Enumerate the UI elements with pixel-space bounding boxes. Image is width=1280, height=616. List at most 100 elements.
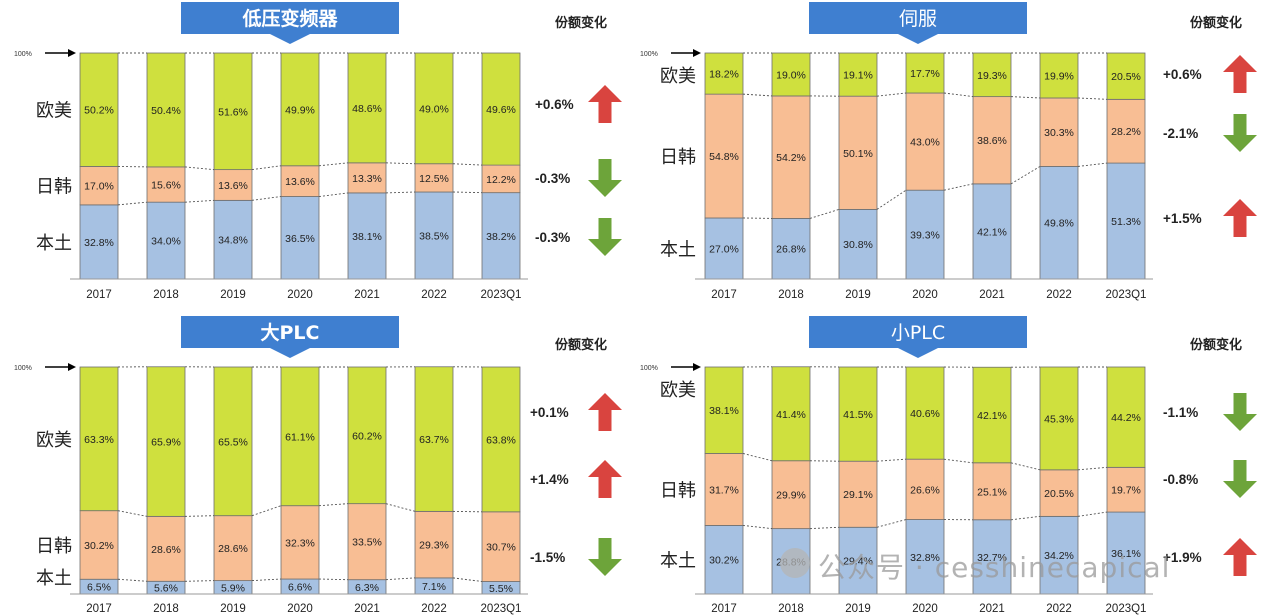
connector-line: [318, 578, 349, 581]
bar-segment-japan-korea: [347, 162, 387, 194]
data-label-domestic: 49.8%: [1044, 218, 1074, 230]
data-label-japan-korea: 19.7%: [1111, 485, 1141, 497]
bar-segment-europe-us: [771, 52, 811, 97]
connector-line: [385, 191, 416, 194]
connector-line: [809, 526, 840, 530]
connector-line: [943, 458, 974, 464]
data-label-europe-us: 19.0%: [776, 69, 806, 81]
x-tick-label: 2018: [778, 289, 804, 301]
data-label-europe-us: 18.2%: [709, 69, 739, 81]
data-label-europe-us: 50.4%: [151, 105, 181, 117]
arrow-up-icon: [1223, 55, 1257, 93]
share-change-value: +0.1%: [530, 405, 569, 420]
data-label-domestic: 6.3%: [355, 582, 379, 594]
share-change-value: +0.6%: [1163, 67, 1202, 82]
bar-segment-europe-us: [347, 366, 387, 505]
bar-segment-japan-korea: [972, 462, 1012, 521]
data-label-europe-us: 41.4%: [776, 409, 806, 421]
bar-segment-japan-korea: [481, 511, 521, 582]
data-label-europe-us: 38.1%: [709, 405, 739, 417]
data-label-domestic: 32.8%: [910, 552, 940, 564]
data-label-japan-korea: 30.7%: [486, 542, 516, 554]
chart-title: 低压变频器: [241, 7, 338, 30]
data-label-japan-korea: 17.0%: [84, 181, 114, 193]
connector-line: [184, 199, 215, 203]
series-label-japan-korea: 日韩: [36, 177, 72, 198]
watermark-text: 公众号 · cesshinecapical: [818, 551, 1171, 584]
arrow-down-icon: [588, 538, 622, 576]
hundred-percent-label: 100%: [14, 51, 32, 58]
data-label-domestic: 26.8%: [776, 244, 806, 256]
connector-line: [809, 208, 840, 219]
connector-line: [452, 163, 483, 166]
bar-segment-domestic: [905, 189, 945, 280]
connector-line: [184, 166, 215, 171]
bar-segment-europe-us: [905, 366, 945, 460]
data-label-europe-us: 19.9%: [1044, 70, 1074, 82]
bar-segment-domestic: [1039, 166, 1079, 280]
watermark: 公众号 · cesshinecapical: [780, 546, 1250, 586]
data-label-japan-korea: 12.5%: [419, 173, 449, 185]
hundred-percent-label: 100%: [640, 51, 658, 58]
bar-segment-europe-us: [838, 52, 878, 97]
bar-segment-europe-us: [481, 52, 521, 166]
series-label-domestic: 本土: [660, 239, 696, 260]
data-label-europe-us: 40.6%: [910, 408, 940, 420]
data-label-domestic: 38.1%: [352, 231, 382, 243]
data-label-japan-korea: 12.2%: [486, 174, 516, 186]
connector-line: [385, 577, 416, 581]
series-label-domestic: 本土: [36, 568, 72, 589]
data-label-domestic: 36.1%: [1111, 548, 1141, 560]
share-change-value: -1.1%: [1163, 405, 1198, 420]
bar-segment-europe-us: [704, 366, 744, 454]
data-label-domestic: 6.6%: [288, 582, 312, 594]
bar-segment-europe-us: [838, 366, 878, 462]
bar-segment-europe-us: [347, 52, 387, 164]
bar-segment-europe-us: [280, 52, 320, 167]
share-change-value: +1.4%: [530, 472, 569, 487]
bar-segment-domestic: [704, 525, 744, 595]
pointer-arrowhead-icon: [68, 49, 76, 57]
title-banner: [181, 2, 399, 44]
bar-segment-europe-us: [146, 366, 186, 517]
x-tick-label: 2023Q1: [481, 603, 522, 615]
data-label-japan-korea: 33.5%: [352, 537, 382, 549]
bar-segment-japan-korea: [905, 458, 945, 520]
data-label-japan-korea: 26.6%: [910, 484, 940, 496]
bar-segment-japan-korea: [79, 166, 119, 206]
connector-line: [184, 515, 215, 517]
share-change-header: 份额变化: [555, 337, 607, 353]
bar-segment-domestic: [347, 192, 387, 280]
data-label-domestic: 5.9%: [221, 582, 245, 594]
x-tick-label: 2019: [845, 603, 871, 615]
share-change-value: -1.5%: [530, 550, 565, 565]
share-change-value: -2.1%: [1163, 126, 1198, 141]
bar-segment-europe-us: [213, 52, 253, 171]
x-tick-label: 2020: [912, 603, 938, 615]
bar-segment-europe-us: [1039, 52, 1079, 99]
arrow-up-icon: [588, 460, 622, 498]
connector-line: [742, 93, 773, 97]
chart-panel-1: 低压变频器 100% 32.8% 17.0% 50.2% 34.0% 15.6% 50.4% 3…: [14, 2, 622, 301]
bar-segment-domestic: [905, 519, 945, 595]
data-label-domestic: 30.2%: [709, 555, 739, 567]
bar-segment-japan-korea: [146, 515, 186, 582]
connector-line: [452, 191, 483, 194]
connector-line: [251, 505, 282, 517]
bar-segment-europe-us: [1106, 52, 1146, 100]
chart-panel-2: 伺服 100% 27.0% 54.8% 18.2% 26.8% 54.2% 19.0% 30.8…: [640, 2, 1257, 301]
connector-line: [876, 189, 907, 210]
x-tick-label: 2018: [153, 289, 179, 301]
data-label-europe-us: 63.8%: [486, 434, 516, 446]
connector-line: [876, 519, 907, 528]
data-label-domestic: 27.0%: [709, 243, 739, 255]
data-label-europe-us: 19.3%: [977, 70, 1007, 82]
data-label-domestic: 32.8%: [84, 237, 114, 249]
connector-line: [943, 92, 974, 98]
bar-segment-europe-us: [972, 52, 1012, 98]
x-tick-label: 2017: [711, 603, 737, 615]
x-tick-label: 2019: [220, 289, 246, 301]
share-change-value: -0.3%: [535, 230, 570, 245]
x-tick-label: 2019: [845, 289, 871, 301]
title-banner: [809, 316, 1027, 358]
